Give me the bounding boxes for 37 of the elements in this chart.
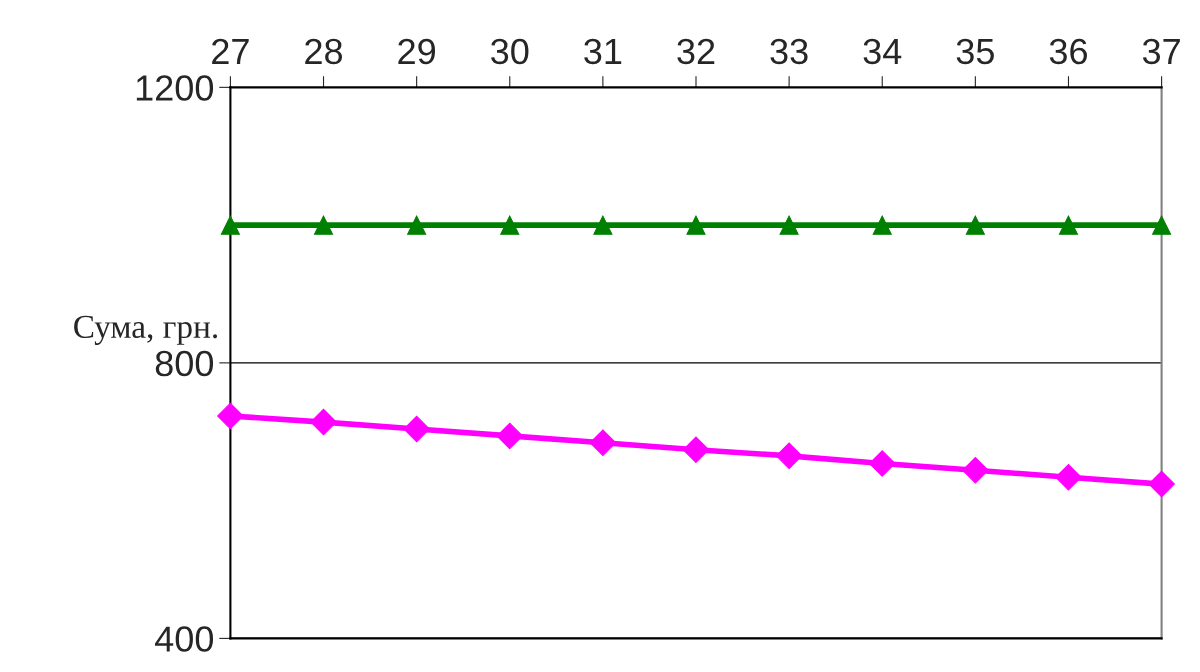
y-tick-label: 1200: [136, 75, 214, 101]
y-tick-label: 400: [155, 626, 214, 652]
x-tick-label: 29: [398, 38, 436, 65]
point: [962, 457, 989, 484]
point: [686, 215, 706, 235]
x-tick-label: 27: [212, 38, 249, 64]
point: [407, 215, 427, 235]
point: [500, 215, 520, 235]
x-tick-label: 30: [491, 38, 529, 65]
x-tick-label: 32: [677, 38, 715, 65]
point: [868, 450, 896, 477]
point: [1152, 215, 1172, 235]
y-axis-title: Сума, грн.: [74, 315, 218, 345]
x-tick-label: 33: [770, 38, 808, 65]
point: [965, 215, 985, 235]
point: [779, 215, 799, 235]
x-tick-label: 31: [584, 38, 622, 65]
point: [775, 442, 803, 470]
point: [217, 402, 244, 430]
point: [1058, 215, 1079, 235]
point: [496, 422, 524, 450]
point: [1148, 470, 1175, 498]
point: [1055, 463, 1082, 491]
point: [593, 215, 613, 235]
point: [403, 415, 430, 443]
x-tick-label: 35: [956, 38, 994, 65]
point: [589, 429, 617, 457]
point: [313, 215, 334, 235]
x-tick-label: 37: [1142, 38, 1180, 65]
point: [682, 436, 710, 463]
x-tick-label: 36: [1049, 38, 1087, 65]
point: [872, 215, 892, 235]
x-tick-label: 34: [863, 38, 902, 65]
point: [220, 215, 240, 235]
point: [310, 408, 337, 436]
x-tick-label: 28: [305, 38, 343, 65]
y-tick-label: 800: [155, 350, 214, 377]
